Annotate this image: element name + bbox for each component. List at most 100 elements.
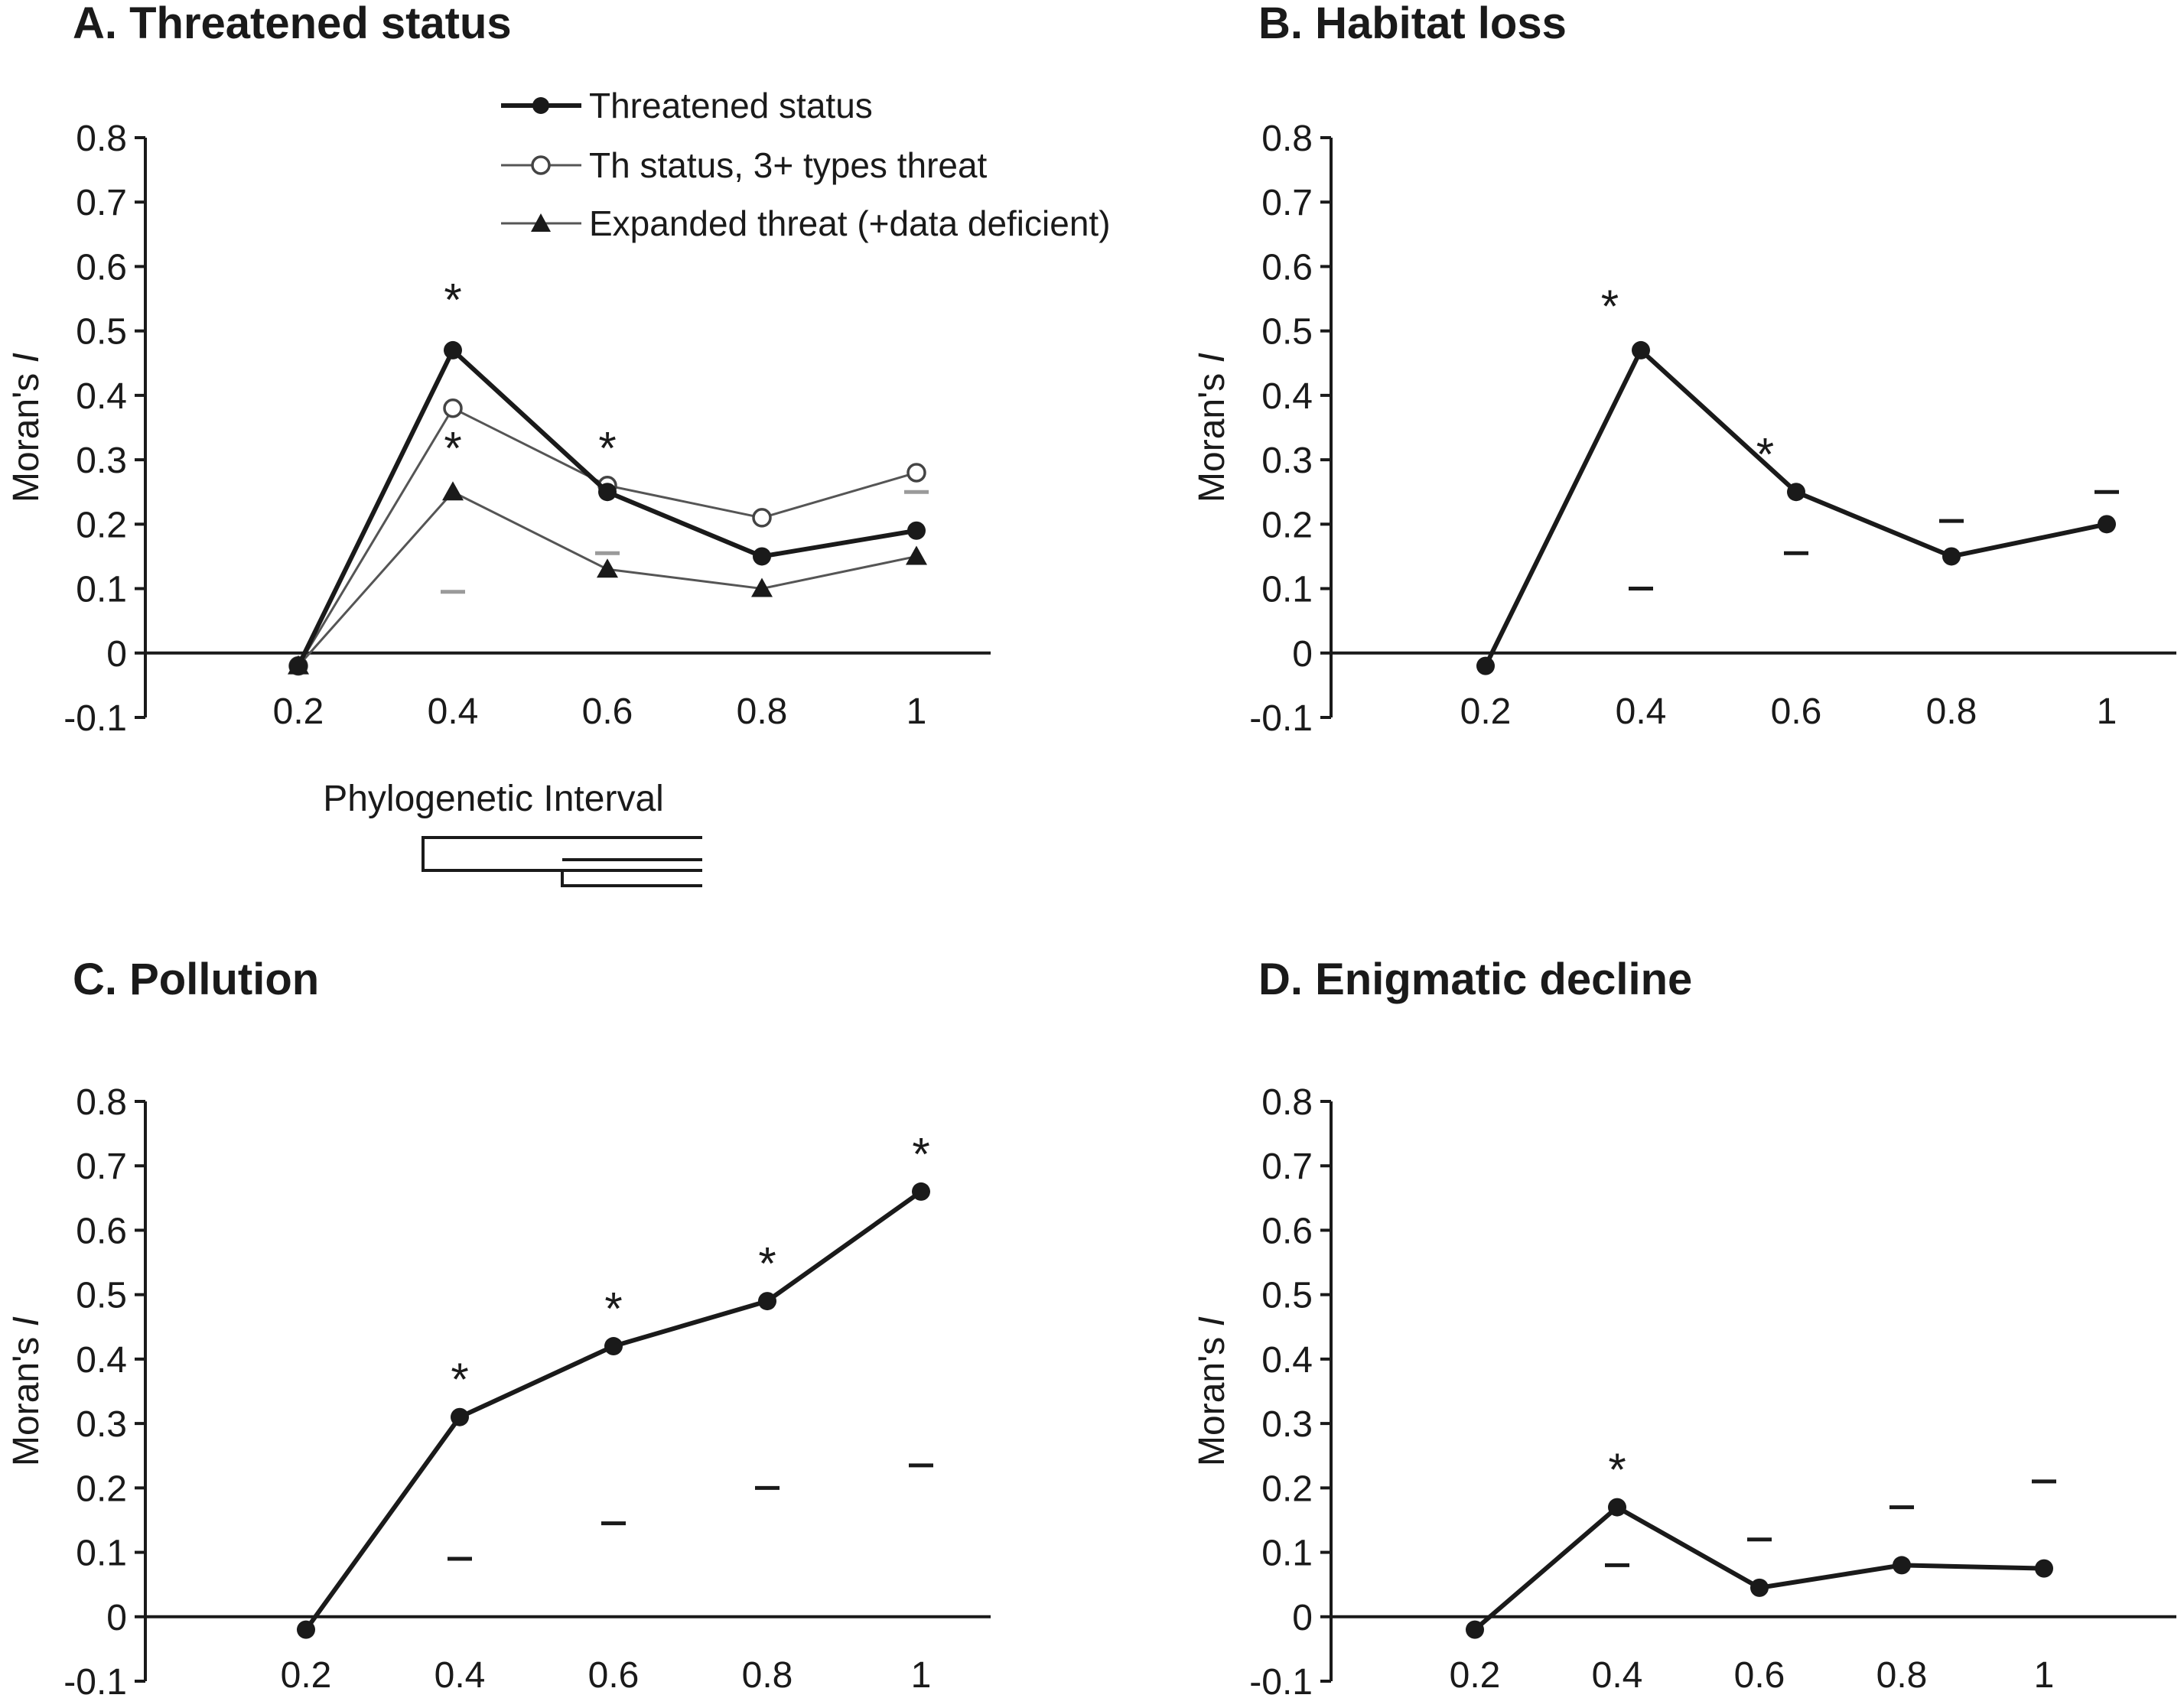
y-tick-label: 0 — [1292, 1598, 1313, 1638]
panel-c-title: C. Pollution — [73, 955, 319, 1004]
y-tick-label: 0.5 — [1261, 1276, 1313, 1316]
data-point — [906, 545, 927, 565]
data-point — [289, 656, 308, 675]
panel-a-marks: * * * — [441, 275, 929, 594]
x-tick-label: 0.8 — [737, 691, 788, 732]
x-tick-label: 0.6 — [582, 691, 633, 732]
panel-b: B. Habitat loss 0.8 0.7 0.6 0.5 0.4 0.3 0.2 0.1… — [1192, 0, 2176, 739]
data-point — [1893, 1556, 1911, 1575]
y-tick-label: 0.7 — [76, 1147, 127, 1187]
x-tick-label: 0.4 — [435, 1655, 486, 1696]
panel-d-title: D. Enigmatic decline — [1258, 955, 1692, 1004]
legend-item-threatened-status[interactable]: Threatened status — [501, 86, 873, 125]
significance-asterisk: * — [1756, 429, 1774, 480]
y-tick-label: 0.6 — [1261, 1211, 1313, 1251]
significance-asterisk: * — [444, 422, 461, 473]
y-tick-label: 0 — [106, 1598, 127, 1638]
filled-triangle-icon — [531, 213, 551, 232]
legend-item-th-status-3plus[interactable]: Th status, 3+ types threat — [501, 145, 988, 185]
series-line — [1483, 347, 2108, 667]
y-tick-label: 0.8 — [1261, 1082, 1313, 1123]
data-point — [442, 481, 464, 501]
y-tick-label: -0.1 — [1249, 698, 1313, 739]
data-point — [443, 398, 463, 418]
x-tick-label: 0.8 — [742, 1655, 793, 1696]
panel-c: C. Pollution 0.8 0.7 0.6 0.5 0.4 0.3 0.2 0.1 0 -0… — [6, 955, 991, 1698]
data-point — [1787, 483, 1805, 502]
x-tick-label: 0.2 — [273, 691, 324, 732]
legend-label-2: Expanded threat (+data deficient) — [589, 203, 1111, 243]
panel-d: D. Enigmatic decline 0.80.70.60.50.40.30… — [1192, 955, 2176, 1698]
panel-b-title: B. Habitat loss — [1258, 0, 1567, 48]
data-point — [444, 340, 462, 359]
phylogeny-bracket-icon — [422, 836, 702, 887]
data-point — [1476, 656, 1495, 675]
significance-asterisk: * — [912, 1128, 929, 1179]
x-tick-label: 0.2 — [1460, 691, 1512, 732]
open-circle-icon — [531, 155, 551, 175]
y-tick-label: -0.1 — [1249, 1662, 1313, 1698]
x-tick-label: 0.8 — [1926, 691, 1977, 732]
series-line — [296, 347, 917, 667]
y-tick-label: 0.1 — [1261, 570, 1313, 610]
x-tick-label: 1 — [2034, 1655, 2055, 1696]
x-tick-label: 0.2 — [281, 1655, 332, 1696]
panel-a: A. Threatened status 0.80.70.60.50.40.30… — [6, 0, 1111, 887]
panel-d-lines — [1466, 1498, 2053, 1639]
panel-c-marks: * * * * — [448, 1128, 933, 1561]
y-tick-label: 0.2 — [1261, 505, 1313, 545]
y-tick-label: 0.3 — [76, 441, 127, 481]
y-tick-label: 0.4 — [1261, 376, 1313, 417]
legend-label-1: Th status, 3+ types threat — [589, 145, 988, 185]
y-tick-label: 0.5 — [76, 1276, 127, 1316]
data-point — [752, 508, 772, 528]
panel-b-axes: 0.8 0.7 0.6 0.5 0.4 0.3 0.2 0.1 0 -0.1 0.2 0.4 0.6 0.… — [1192, 119, 2176, 739]
x-tick-label: 0.8 — [1876, 1655, 1928, 1696]
filled-circle-icon — [532, 97, 549, 114]
y-tick-label: 0.4 — [76, 1340, 127, 1381]
y-tick-label: 0.5 — [76, 312, 127, 353]
y-tick-label: 0.1 — [76, 570, 127, 610]
x-tick-label: 0.6 — [1771, 691, 1822, 732]
significance-asterisk: * — [604, 1283, 622, 1335]
panel-a-title: A. Threatened status — [73, 0, 512, 48]
x-tick-label: 0.2 — [1450, 1655, 1501, 1696]
data-point — [451, 1407, 469, 1426]
significance-asterisk: * — [444, 275, 461, 326]
legend-item-expanded-threat[interactable]: Expanded threat (+data deficient) — [501, 203, 1111, 243]
y-tick-label: -0.1 — [63, 698, 127, 739]
data-point — [912, 1182, 930, 1201]
panel-a-axes: 0.8 0.7 0.6 0.5 0.4 0.3 0.2 0.1 0 -0.1 0.2 0.4 0.6 0.… — [6, 119, 991, 739]
data-point — [597, 558, 618, 578]
y-axis-title: Moran's I — [6, 353, 47, 503]
y-tick-label: 0.7 — [1261, 183, 1313, 223]
data-point — [906, 463, 926, 483]
y-tick-label: 0.4 — [1261, 1340, 1313, 1381]
data-point — [1942, 547, 1961, 566]
y-tick-label: 0.2 — [76, 1469, 127, 1509]
panel-a-lines — [288, 340, 927, 676]
y-tick-label: 0.8 — [1261, 119, 1313, 159]
series-line — [297, 490, 917, 667]
series-line — [304, 1189, 923, 1631]
y-tick-label: 0.2 — [1261, 1469, 1313, 1509]
y-tick-label: -0.1 — [63, 1662, 127, 1698]
y-axis-title: Moran's I — [1192, 353, 1232, 503]
x-tick-label: 0.4 — [1616, 691, 1667, 732]
y-tick-label: 0 — [106, 634, 127, 675]
significance-asterisk: * — [758, 1238, 776, 1290]
panel-b-marks: ** — [1601, 281, 2119, 591]
significance-asterisk: * — [1608, 1444, 1626, 1495]
panel-c-axes: 0.8 0.7 0.6 0.5 0.4 0.3 0.2 0.1 0 -0.1 0.2 0.4 0.6 0.… — [6, 1082, 991, 1698]
data-point — [598, 483, 617, 502]
y-tick-label: 0.3 — [1261, 1404, 1313, 1445]
y-axis-title: Moran's I — [1192, 1316, 1232, 1466]
phylogenetic-interval-label: Phylogenetic Interval — [323, 779, 664, 819]
y-tick-label: 0.1 — [1261, 1534, 1313, 1574]
data-point — [1750, 1578, 1769, 1597]
data-point — [758, 1292, 776, 1311]
y-tick-label: 0 — [1292, 634, 1313, 675]
panel-c-lines — [297, 1182, 930, 1639]
y-tick-label: 0.2 — [76, 505, 127, 545]
